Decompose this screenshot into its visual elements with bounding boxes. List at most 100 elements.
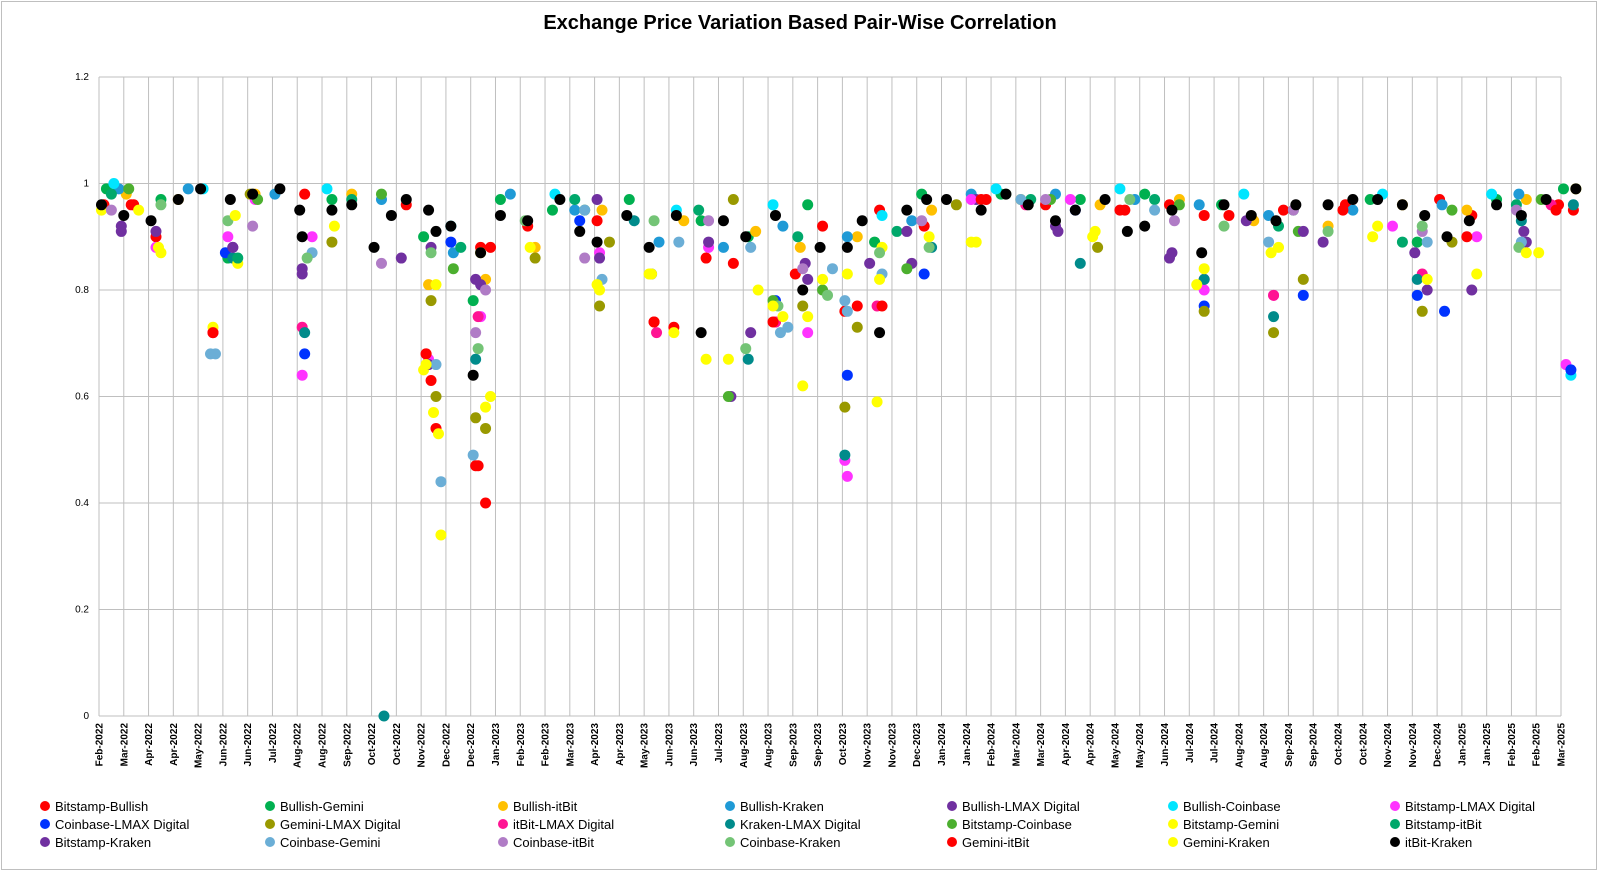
x-tick-label: Feb-2023 [541,723,552,767]
data-point [455,241,467,253]
data-point [299,327,311,339]
data-point [115,220,127,232]
data-point [874,273,886,285]
legend-marker [947,801,957,811]
data-point [876,300,888,312]
x-tick-label: May-2024 [1110,723,1121,768]
data-point [891,225,903,237]
legend: Bitstamp-Bullish Bullish-Gemini Bullish-it… [40,797,1570,857]
data-point [1166,247,1178,259]
data-point [970,236,982,248]
data-point [745,241,757,253]
x-tick-label: Mar-2022 [119,723,130,767]
x-tick-label: Sep-2024 [1284,723,1295,767]
data-point [1533,247,1545,259]
data-point [470,412,482,424]
data-point [693,204,705,216]
data-point [876,209,888,221]
data-point [603,236,615,248]
data-point [150,225,162,237]
x-tick-label: Feb-2022 [95,723,106,767]
data-point [794,241,806,253]
data-point [1139,220,1151,232]
data-point [1518,225,1530,237]
data-point [301,252,313,264]
data-point [722,391,734,402]
data-point [569,193,581,205]
x-tick-label: Apr-2023 [590,723,601,766]
data-point [1386,220,1398,232]
data-point [802,199,814,211]
data-point [965,193,977,205]
data-point [480,422,492,434]
data-point [472,311,484,323]
data-point [467,295,479,307]
data-point [1168,215,1180,227]
legend-label: Bitstamp-LMAX Digital [1405,798,1536,814]
x-tick-label: Sep-2022 [342,723,353,767]
data-point [328,220,340,232]
data-point [1270,215,1282,227]
data-point [594,252,606,264]
data-point [227,241,239,253]
data-point [1074,193,1086,205]
data-point [145,215,157,227]
legend-item: Gemini-Kraken [1168,833,1270,851]
data-point [326,204,338,216]
data-point [950,199,962,211]
data-point [1297,273,1309,285]
legend-item: Bullish-LMAX Digital [947,797,1080,815]
data-point [742,353,754,365]
data-point [1411,289,1423,301]
legend-marker [265,801,275,811]
data-point [740,343,752,355]
data-point [470,353,482,365]
data-point [1463,215,1475,227]
legend-marker [1390,837,1400,847]
x-tick-label: Jan-2024 [962,723,973,766]
data-point [579,204,591,216]
legend-marker [1390,801,1400,811]
legend-item: Bitstamp-Kraken [40,833,151,851]
legend-marker [1390,819,1400,829]
data-point [123,183,135,195]
legend-label: Bitstamp-Bullish [55,798,149,814]
data-point [1421,273,1433,285]
data-point [727,257,739,269]
data-point [172,193,184,205]
data-point [1322,225,1334,237]
legend-marker [40,819,50,829]
data-point [591,215,603,227]
data-point [420,359,432,371]
data-point [522,215,534,227]
data-point [1268,311,1280,323]
x-tick-label: Dec-2022 [441,723,452,767]
data-point [1297,289,1309,301]
data-point [430,391,442,402]
x-tick-label: Jul-2023 [714,723,725,763]
data-point [841,241,853,253]
data-point [1265,247,1277,259]
data-point [777,311,789,323]
data-point [432,428,444,440]
data-point [1411,236,1423,248]
data-point [767,199,779,211]
data-point [1337,204,1349,216]
data-point [155,199,167,211]
data-point [274,183,286,195]
data-point [430,359,442,371]
data-point [430,279,442,291]
data-point [841,268,853,280]
x-tick-label: Oct-2023 [838,723,849,766]
data-point [1540,193,1552,205]
x-tick-label: Nov-2022 [417,723,428,768]
data-point [740,231,752,243]
data-point [1297,225,1309,237]
legend-label: Gemini-itBit [962,834,1030,850]
data-point [1238,188,1250,200]
data-point [428,406,440,418]
data-point [494,209,506,221]
data-point [108,178,120,189]
x-tick-label: Oct-2024 [1333,723,1344,766]
data-point [841,470,853,482]
